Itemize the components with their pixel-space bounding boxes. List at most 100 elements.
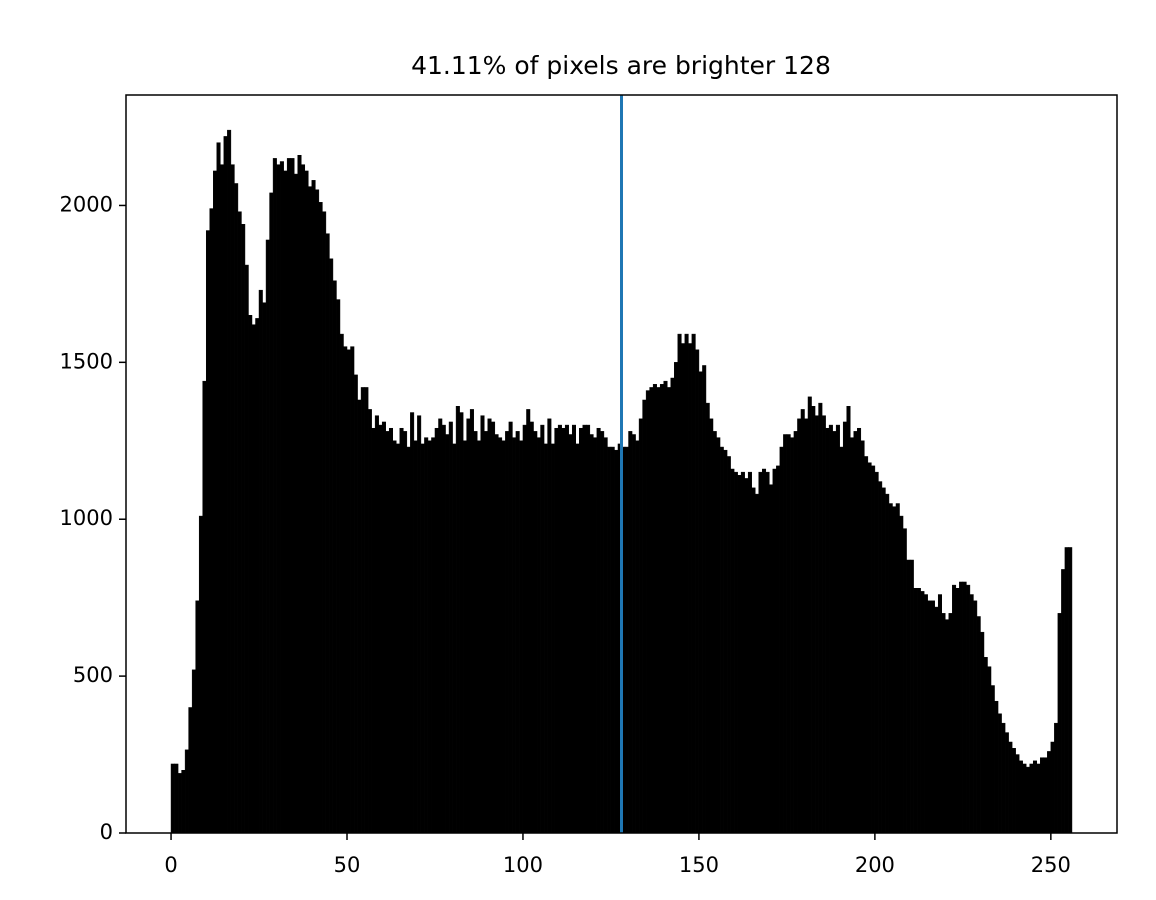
bar (1025, 766, 1030, 834)
bar (223, 136, 228, 834)
bar (860, 440, 865, 834)
bar (846, 406, 851, 834)
bar (607, 446, 612, 834)
bar (332, 280, 337, 834)
bar (885, 493, 890, 834)
bar (438, 418, 443, 834)
bar (1032, 760, 1038, 834)
bar (505, 431, 510, 834)
bar (315, 189, 320, 834)
bar (695, 349, 700, 834)
bar (867, 462, 872, 834)
bar (304, 170, 309, 834)
bar (849, 437, 855, 834)
bar (878, 481, 883, 834)
x-tick-label: 200 (855, 853, 895, 877)
bar (994, 700, 999, 834)
bar (318, 202, 323, 834)
bar (448, 421, 453, 834)
bar (769, 484, 774, 834)
bar (329, 258, 334, 834)
bar (202, 380, 207, 834)
bar (1057, 613, 1062, 834)
bar (445, 434, 450, 834)
bar (726, 456, 731, 834)
bar (575, 443, 580, 834)
bar (452, 443, 457, 834)
bar (550, 443, 555, 834)
bar (476, 440, 481, 834)
bar (529, 421, 534, 834)
bar (480, 415, 485, 834)
bar (526, 409, 531, 834)
bar (586, 424, 591, 834)
bar (663, 380, 668, 834)
bar (308, 186, 313, 834)
bar (783, 434, 788, 834)
bar (596, 427, 601, 834)
bar (1008, 741, 1013, 834)
bar (751, 487, 756, 834)
y-tick-label: 2000 (60, 192, 113, 216)
bar (174, 763, 179, 834)
bar (336, 299, 341, 834)
bar (758, 471, 763, 834)
bar (533, 431, 538, 834)
bar (997, 713, 1002, 834)
bar (737, 475, 742, 834)
bar (582, 424, 587, 834)
bar (469, 409, 474, 834)
bar (378, 424, 383, 834)
bar (346, 349, 351, 834)
bar (220, 164, 225, 834)
bar (638, 418, 643, 834)
bar (952, 584, 957, 834)
bar (272, 158, 277, 834)
bar (515, 431, 520, 834)
chart-title: 41.11% of pixels are brighter 128 (411, 51, 831, 80)
bar (642, 399, 647, 834)
bar (818, 402, 823, 834)
bar (804, 418, 809, 834)
bar (744, 478, 749, 834)
bar (821, 415, 826, 834)
bar (568, 434, 573, 834)
bar (543, 443, 548, 834)
bar (688, 343, 693, 834)
bar (656, 387, 661, 834)
bar (508, 421, 513, 834)
bar (564, 424, 569, 834)
bar (1061, 569, 1066, 834)
bar (170, 763, 175, 834)
bar (716, 437, 721, 834)
bar (670, 377, 675, 834)
bar (554, 427, 559, 834)
bar (269, 192, 274, 834)
bar (177, 773, 182, 834)
bar (286, 158, 291, 834)
bar (652, 384, 657, 834)
bar (191, 669, 196, 834)
bar (399, 427, 404, 834)
bar (635, 440, 640, 834)
bar (948, 613, 953, 834)
bar (930, 600, 935, 834)
bar (681, 343, 686, 834)
bar (927, 600, 932, 834)
bar (290, 158, 295, 834)
bar (702, 365, 707, 834)
bar (184, 749, 189, 834)
bar (205, 230, 211, 834)
bar (740, 471, 745, 834)
bar (871, 465, 876, 834)
bar (765, 471, 770, 834)
bar (593, 437, 598, 834)
bar (357, 399, 362, 834)
bar (937, 594, 942, 834)
bar (828, 424, 833, 834)
bar (790, 437, 795, 834)
x-tick-label: 50 (334, 853, 361, 877)
bar (906, 559, 911, 834)
bar (1043, 757, 1048, 834)
bar (561, 427, 566, 834)
